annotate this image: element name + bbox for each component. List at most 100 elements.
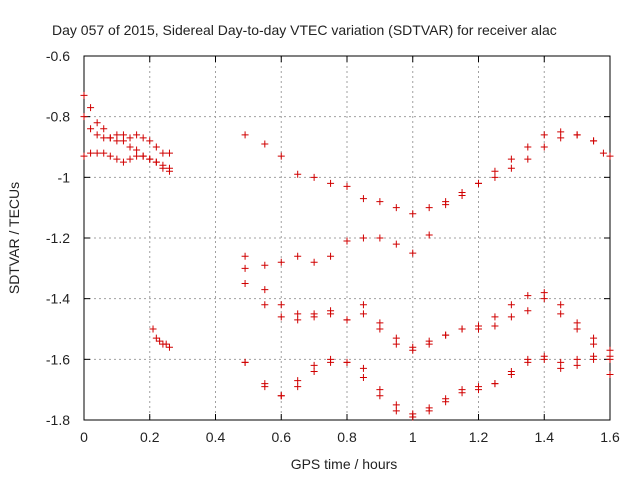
data-point: [87, 125, 95, 133]
data-point: [261, 301, 269, 309]
data-point: [139, 134, 147, 142]
data-point: [80, 113, 88, 121]
data-point: [475, 179, 482, 187]
data-point: [261, 380, 269, 388]
data-point: [458, 386, 466, 394]
data-point: [80, 91, 88, 99]
data-point: [241, 131, 249, 139]
data-point: [343, 316, 351, 324]
y-tick-label: -1.2: [46, 230, 70, 246]
data-point: [458, 192, 466, 200]
x-tick-label: 1: [409, 429, 417, 445]
data-point: [507, 313, 515, 321]
y-tick-label: -1: [58, 169, 71, 185]
data-point: [343, 182, 351, 190]
data-point: [442, 395, 450, 403]
data-point: [409, 210, 417, 218]
y-axis-label: SDTVAR / TECUs: [6, 182, 22, 294]
data-point: [165, 149, 173, 157]
data-point: [376, 325, 384, 333]
data-point: [557, 301, 565, 309]
series-track-8: [241, 280, 614, 363]
x-tick-label: 0.2: [140, 429, 160, 445]
data-point: [106, 134, 114, 142]
series-track-2: [80, 113, 173, 157]
data-point: [133, 146, 141, 154]
data-point: [343, 237, 351, 245]
data-point: [376, 386, 384, 394]
data-point: [376, 234, 384, 242]
data-point: [507, 155, 515, 163]
data-point: [392, 407, 400, 415]
axis-ticks: 0 0.2 0.4 0.6 0.8 1 1.2 1.4 1.6 -0.6 -0.8 -1 -1.2 -1.…: [46, 48, 620, 445]
data-point: [540, 355, 548, 363]
data-point: [146, 137, 154, 145]
data-point: [573, 355, 581, 363]
data-point: [133, 152, 141, 160]
y-tick-label: -1.8: [46, 412, 70, 428]
data-point: [294, 170, 302, 178]
data-point: [294, 252, 302, 260]
data-point: [152, 158, 160, 166]
data-point: [277, 313, 285, 321]
data-point: [573, 361, 581, 369]
data-point: [524, 307, 532, 315]
data-point: [113, 137, 121, 145]
data-point: [557, 358, 565, 366]
data-point: [277, 392, 285, 400]
data-point: [557, 134, 565, 142]
data-point: [491, 173, 499, 181]
data-point: [540, 143, 548, 151]
data-point: [241, 252, 249, 260]
data-point: [87, 104, 95, 112]
data-point: [152, 143, 160, 151]
data-point: [100, 149, 108, 157]
data-point: [475, 325, 482, 333]
data-point: [359, 374, 367, 382]
data-point: [139, 152, 147, 160]
data-point: [294, 383, 302, 391]
data-point: [590, 355, 598, 363]
data-point: [133, 131, 141, 139]
series-track-6: [241, 131, 614, 269]
data-point: [425, 231, 433, 239]
y-tick-label: -0.6: [46, 48, 70, 64]
data-point: [507, 164, 515, 172]
x-tick-label: 0.6: [272, 429, 292, 445]
data-point: [524, 355, 532, 363]
data-point: [557, 310, 565, 318]
data-point: [261, 286, 269, 294]
data-point: [409, 249, 417, 257]
data-point: [241, 264, 249, 272]
data-point: [93, 131, 101, 139]
data-point: [100, 125, 108, 133]
data-point: [294, 377, 302, 385]
data-point: [409, 346, 417, 354]
data-point: [376, 198, 384, 206]
data-point: [359, 310, 367, 318]
data-point: [277, 152, 285, 160]
data-point: [425, 204, 433, 212]
data-point: [126, 155, 134, 163]
data-point: [491, 380, 499, 388]
data-point: [425, 404, 433, 412]
x-axis-label: GPS time / hours: [291, 456, 398, 472]
data-point: [277, 258, 285, 266]
data-point: [119, 131, 127, 139]
data-point: [87, 149, 95, 157]
data-point: [392, 240, 400, 248]
x-tick-label: 1.2: [469, 429, 489, 445]
series-track-4: [149, 325, 173, 351]
x-tick-label: 1.4: [535, 429, 555, 445]
data-point: [507, 301, 515, 309]
data-point: [606, 352, 614, 360]
data-point: [93, 149, 101, 157]
data-point: [80, 152, 88, 160]
data-point: [294, 316, 302, 324]
data-point: [606, 346, 614, 354]
data-point: [149, 325, 157, 333]
data-point: [557, 364, 565, 372]
data-point: [126, 143, 134, 151]
data-point: [606, 152, 614, 160]
data-point: [392, 204, 400, 212]
